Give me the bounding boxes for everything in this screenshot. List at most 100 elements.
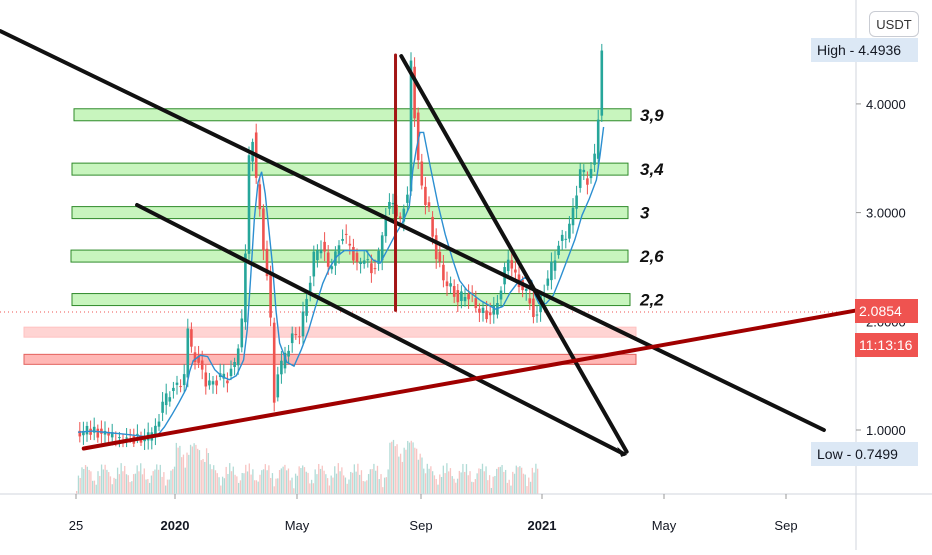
trend-lines[interactable] bbox=[0, 29, 859, 457]
candle-body bbox=[481, 307, 485, 314]
volume-bar bbox=[99, 475, 101, 494]
volume-bar bbox=[230, 471, 233, 494]
volume-bar bbox=[296, 475, 299, 494]
volume-bar bbox=[81, 467, 83, 494]
candle-body bbox=[290, 333, 294, 344]
candle-body bbox=[107, 431, 110, 436]
spike-trendline[interactable] bbox=[399, 54, 629, 454]
volume-bar bbox=[323, 470, 325, 494]
candle-body bbox=[233, 361, 236, 368]
volume-bar bbox=[134, 473, 137, 494]
ascending-trendline[interactable] bbox=[81, 308, 859, 451]
volume-bar bbox=[250, 474, 252, 494]
volume-bar bbox=[248, 463, 250, 494]
volume-bar bbox=[218, 477, 220, 494]
candle-body bbox=[362, 260, 366, 264]
volume-bar bbox=[193, 443, 195, 494]
candle-body bbox=[344, 233, 348, 235]
volume-bar bbox=[207, 453, 210, 494]
volume-bar bbox=[419, 453, 421, 494]
volume-bar bbox=[513, 473, 516, 494]
volume-bar bbox=[229, 463, 231, 494]
volume-bar bbox=[464, 471, 466, 494]
volume-bar bbox=[147, 479, 149, 494]
candle-body bbox=[240, 318, 244, 348]
volume-bar bbox=[161, 476, 163, 494]
descending-trendline-lower[interactable] bbox=[135, 202, 626, 456]
volume-bar bbox=[136, 465, 138, 494]
volume-bar bbox=[346, 483, 348, 494]
volume-bar bbox=[184, 467, 186, 494]
volume-bar bbox=[341, 467, 343, 494]
x-tick-label: Sep bbox=[409, 518, 432, 533]
candle-body bbox=[485, 310, 488, 320]
candle-body bbox=[294, 334, 298, 336]
candle-body bbox=[528, 298, 532, 304]
volume-bar bbox=[177, 447, 179, 494]
candle-body bbox=[499, 290, 503, 300]
currency-badge[interactable]: USDT bbox=[869, 11, 919, 37]
candle-body bbox=[434, 235, 438, 260]
candle-body bbox=[377, 250, 380, 264]
volume-bar bbox=[371, 469, 373, 494]
volume-bar bbox=[310, 479, 313, 494]
volume-bar bbox=[150, 475, 153, 494]
volume-bar bbox=[138, 471, 140, 494]
candle-body bbox=[125, 437, 128, 439]
candle-body bbox=[326, 252, 330, 267]
volume-bar bbox=[163, 472, 165, 494]
red-support-zone bbox=[23, 353, 637, 365]
candle-body bbox=[492, 305, 496, 315]
candle-body bbox=[247, 155, 251, 254]
volume-bar bbox=[188, 454, 190, 494]
volume-bar bbox=[273, 486, 275, 494]
candle-body bbox=[506, 259, 510, 272]
volume-bar bbox=[168, 479, 170, 494]
candle-body bbox=[222, 373, 226, 379]
volume-bar bbox=[141, 474, 144, 494]
volume-bar bbox=[391, 441, 393, 494]
y-tick-label: 1.0000 bbox=[866, 423, 906, 438]
volume-bar bbox=[430, 466, 432, 494]
volume-bar bbox=[351, 472, 354, 494]
volume-bar bbox=[442, 465, 444, 494]
volume-bar bbox=[140, 463, 142, 494]
candle-body bbox=[100, 428, 103, 434]
volume-bar bbox=[456, 478, 459, 494]
volume-bar bbox=[245, 464, 247, 494]
candle-body bbox=[298, 336, 301, 338]
volume-bar bbox=[433, 475, 436, 494]
candle-body bbox=[460, 291, 463, 301]
volume-bar bbox=[239, 480, 242, 494]
volume-bar bbox=[407, 440, 409, 494]
volume-bar bbox=[366, 480, 368, 494]
volume-bar bbox=[426, 463, 428, 494]
volume-bar bbox=[113, 477, 115, 494]
volume-bar bbox=[202, 458, 204, 494]
volume-bar bbox=[280, 468, 282, 494]
last-price-tag: 2.0854 bbox=[855, 299, 918, 323]
volume-bar bbox=[421, 457, 423, 494]
support-resistance-zones bbox=[23, 108, 637, 365]
volume-bar bbox=[444, 473, 446, 494]
candle-body bbox=[161, 401, 164, 413]
x-tick-label: May bbox=[652, 518, 677, 533]
volume-bar bbox=[211, 469, 213, 494]
volume-bar bbox=[455, 482, 457, 494]
candle-body bbox=[186, 328, 190, 378]
volume-bar bbox=[205, 448, 208, 494]
candle-body bbox=[82, 430, 85, 436]
volume-bar bbox=[83, 469, 85, 494]
volume-bar bbox=[490, 487, 493, 494]
volume-bar bbox=[517, 467, 519, 494]
candle-body bbox=[449, 283, 452, 287]
volume-bar bbox=[325, 474, 327, 494]
volume-bar bbox=[102, 469, 104, 494]
volume-bar bbox=[268, 465, 270, 494]
volume-bar bbox=[405, 449, 407, 494]
candle-body bbox=[308, 282, 312, 296]
descending-trendline-upper[interactable] bbox=[0, 29, 826, 432]
volume-bar bbox=[277, 478, 279, 494]
